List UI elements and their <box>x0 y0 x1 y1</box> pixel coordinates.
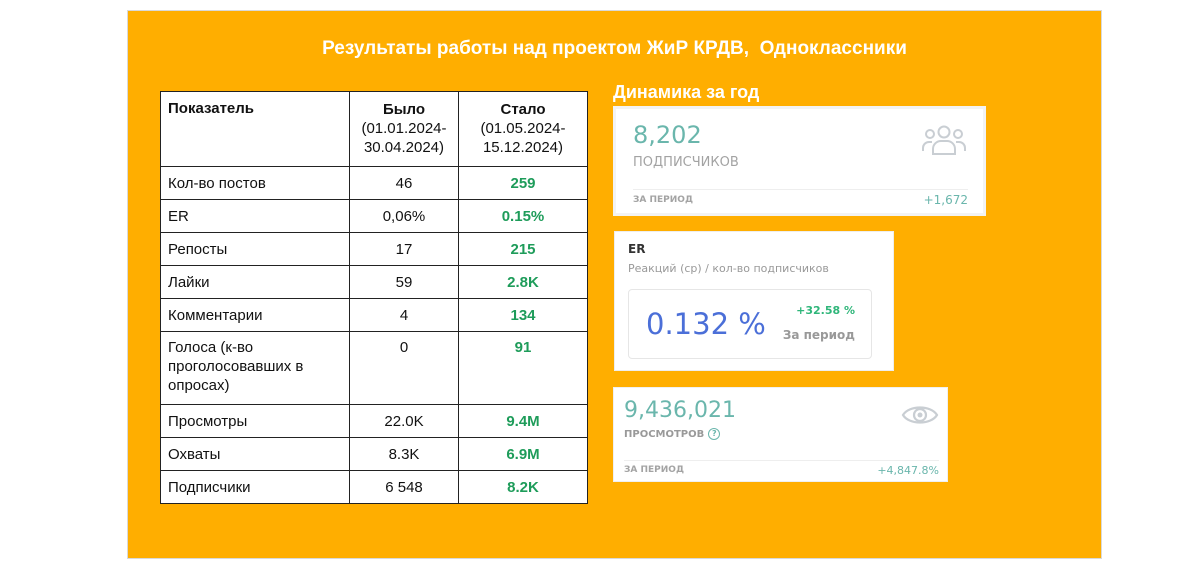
subscribers-label: подписчиков <box>633 155 739 170</box>
er-change: +32.58 % <box>796 304 855 317</box>
eye-icon <box>901 402 939 432</box>
header-after-label: Стало <box>500 101 546 118</box>
metric-cell: Репосты <box>160 232 350 266</box>
subscribers-period-label: ЗА ПЕРИОД <box>633 195 693 205</box>
after-cell: 134 <box>458 298 588 332</box>
table-header-row: Показатель Было (01.01.2024-30.04.2024) … <box>160 91 588 167</box>
after-cell: 9.4M <box>458 404 588 438</box>
table-row: Комментарии 4 134 <box>160 298 588 332</box>
before-cell: 22.0K <box>349 404 459 438</box>
er-subtitle: Реакций (ср) / кол-во подписчиков <box>628 262 829 275</box>
subscribers-card: 8,202 подписчиков ЗА ПЕРИОД +1,672 <box>613 106 986 216</box>
er-period-label: За период <box>782 328 855 342</box>
after-cell: 2.8K <box>458 265 588 299</box>
users-icon <box>921 123 967 161</box>
header-before-period: (01.01.2024-30.04.2024) <box>361 120 447 156</box>
views-label-row: ПРОСМОТРОВ? <box>624 428 721 440</box>
header-after: Стало (01.05.2024-15.12.2024) <box>458 91 588 167</box>
er-value-box: 0.132 % +32.58 % За период <box>628 289 872 359</box>
results-table: Показатель Было (01.01.2024-30.04.2024) … <box>160 91 588 504</box>
help-icon[interactable]: ? <box>708 428 721 440</box>
table-row: Кол-во постов 46 259 <box>160 166 588 200</box>
before-cell: 17 <box>349 232 459 266</box>
before-cell: 46 <box>349 166 459 200</box>
card-divider <box>624 460 939 461</box>
table-row: ER 0,06% 0.15% <box>160 199 588 233</box>
before-cell: 4 <box>349 298 459 332</box>
table-row: Подписчики 6 548 8.2K <box>160 470 588 504</box>
views-label: ПРОСМОТРОВ <box>624 429 705 440</box>
header-before: Было (01.01.2024-30.04.2024) <box>349 91 459 167</box>
header-metric: Показатель <box>160 91 350 167</box>
views-value: 9,436,021 <box>624 398 736 423</box>
metric-cell: Кол-во постов <box>160 166 350 200</box>
after-cell: 215 <box>458 232 588 266</box>
before-cell: 6 548 <box>349 470 459 504</box>
subscribers-change: +1,672 <box>923 193 968 207</box>
after-cell: 91 <box>458 331 588 405</box>
metric-cell: Лайки <box>160 265 350 299</box>
subscribers-value: 8,202 <box>633 121 702 149</box>
before-cell: 0,06% <box>349 199 459 233</box>
metric-cell: ER <box>160 199 350 233</box>
metric-cell: Просмотры <box>160 404 350 438</box>
after-cell: 6.9M <box>458 437 588 471</box>
card-divider <box>633 189 968 190</box>
er-title: ER <box>628 242 646 256</box>
before-cell: 0 <box>349 331 459 405</box>
table-row: Голоса (к-во проголосовавших в опросах) … <box>160 331 588 405</box>
metric-cell: Подписчики <box>160 470 350 504</box>
metric-cell: Охваты <box>160 437 350 471</box>
dynamics-title: Динамика за год <box>613 82 760 102</box>
after-cell: 259 <box>458 166 588 200</box>
slide: Результаты работы над проектом ЖиР КРДВ,… <box>127 10 1102 559</box>
before-cell: 59 <box>349 265 459 299</box>
views-period-label: ЗА ПЕРИОД <box>624 465 684 475</box>
page-title: Результаты работы над проектом ЖиР КРДВ,… <box>322 38 907 59</box>
table-row: Просмотры 22.0K 9.4M <box>160 404 588 438</box>
er-value: 0.132 % <box>646 307 766 341</box>
metric-cell: Голоса (к-во проголосовавших в опросах) <box>160 331 350 405</box>
table-row: Лайки 59 2.8K <box>160 265 588 299</box>
after-cell: 8.2K <box>458 470 588 504</box>
header-before-label: Было <box>382 101 426 118</box>
er-card: ER Реакций (ср) / кол-во подписчиков 0.1… <box>614 231 894 371</box>
header-after-period: (01.05.2024-15.12.2024) <box>480 120 566 156</box>
views-card: 9,436,021 ПРОСМОТРОВ? ЗА ПЕРИОД +4,847.8… <box>613 387 948 482</box>
metric-cell: Комментарии <box>160 298 350 332</box>
after-cell: 0.15% <box>458 199 588 233</box>
before-cell: 8.3K <box>349 437 459 471</box>
table-row: Репосты 17 215 <box>160 232 588 266</box>
views-change: +4,847.8% <box>877 464 939 477</box>
table-row: Охваты 8.3K 6.9M <box>160 437 588 471</box>
